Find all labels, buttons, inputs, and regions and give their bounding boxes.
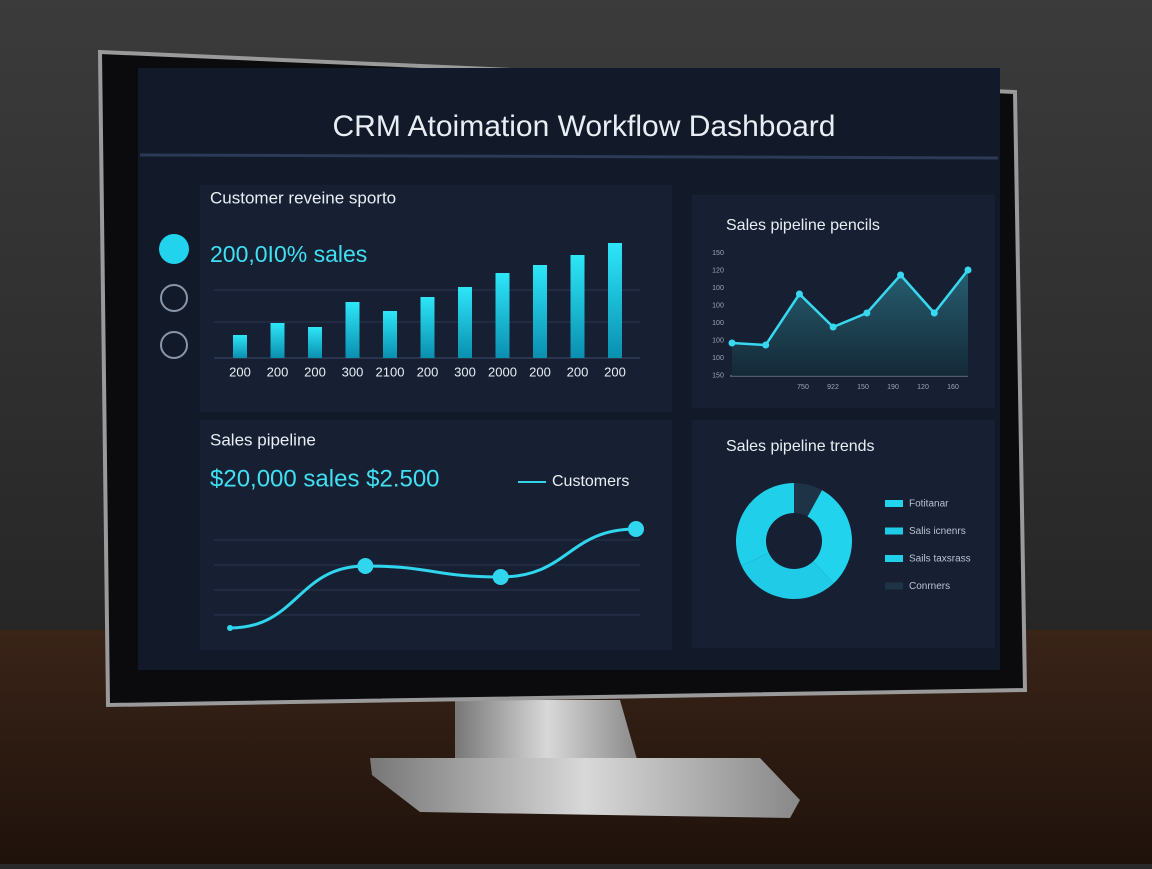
legend-swatch xyxy=(885,500,903,507)
nav-icon[interactable] xyxy=(160,331,188,359)
y-tick-label: 150 xyxy=(712,372,724,379)
x-tick-label: 200 xyxy=(304,364,326,379)
point xyxy=(829,323,837,331)
legend-label: Sails taxsrass xyxy=(909,554,971,565)
kpi: $20,000 sales $2.500 xyxy=(210,465,440,492)
bar xyxy=(495,273,510,358)
point xyxy=(728,339,736,347)
bar xyxy=(420,297,435,358)
y-tick-label: 150 xyxy=(712,250,724,257)
header-divider xyxy=(139,153,999,160)
line xyxy=(731,269,969,347)
legend-swatch xyxy=(885,582,903,590)
x-tick-label: 300 xyxy=(342,364,364,379)
point xyxy=(795,290,803,298)
point xyxy=(492,569,509,585)
panel xyxy=(200,185,672,412)
x-tick-label: 200 xyxy=(567,364,589,379)
kpi: 200,0I0% sales xyxy=(210,241,367,267)
bar xyxy=(570,255,585,358)
x-tick-label: 200 xyxy=(229,364,251,379)
x-tick-label: 200 xyxy=(417,364,439,379)
panel-title: Sales pipeline pencils xyxy=(726,217,880,234)
bar xyxy=(458,287,472,358)
point xyxy=(357,558,374,574)
x-tick-label: 150 xyxy=(857,384,869,391)
legend-label: Conrners xyxy=(909,581,950,592)
x-tick-label: 200 xyxy=(529,364,551,379)
point xyxy=(628,521,644,537)
x-tick-label: 200 xyxy=(604,364,626,379)
y-tick-label: 120 xyxy=(712,267,724,274)
point xyxy=(897,271,905,279)
donut-slice xyxy=(741,552,834,599)
dashboard-title: CRM Atoimation Workflow Dashboard xyxy=(333,110,836,143)
y-tick-label: 100 xyxy=(712,337,724,344)
x-tick-label: 200 xyxy=(267,364,289,379)
y-tick-label: 100 xyxy=(712,285,724,292)
y-tick-label: 100 xyxy=(712,355,724,362)
x-tick-label: 750 xyxy=(797,384,809,391)
x-tick-label: 300 xyxy=(454,364,476,379)
y-tick-label: 100 xyxy=(712,320,724,327)
point xyxy=(863,309,871,317)
point xyxy=(930,309,938,317)
y-tick-label: 100 xyxy=(712,302,724,309)
panel-title: Sales pipeline xyxy=(210,430,316,449)
bar xyxy=(383,311,397,358)
legend-swatch xyxy=(885,527,903,535)
legend-swatch xyxy=(885,555,903,562)
stand-base xyxy=(370,758,800,818)
panel-title: Sales pipeline trends xyxy=(726,438,875,455)
legend-label: Customers xyxy=(552,473,629,490)
legend-label: Salis icnenrs xyxy=(909,526,966,537)
point xyxy=(762,341,770,349)
panel-title: Customer reveine sporto xyxy=(210,188,396,207)
x-tick-label: 2100 xyxy=(376,364,405,379)
point xyxy=(227,625,233,631)
x-tick-label: 160 xyxy=(947,384,959,391)
donut-slice xyxy=(736,483,794,566)
point xyxy=(964,266,972,274)
bar xyxy=(345,302,360,358)
stand-neck xyxy=(455,700,640,770)
bar xyxy=(308,327,322,358)
line xyxy=(229,527,637,630)
donut-slice xyxy=(794,483,822,517)
bar xyxy=(533,265,547,358)
area xyxy=(732,270,968,376)
bar xyxy=(270,323,285,358)
x-tick-label: 2000 xyxy=(488,364,517,379)
bar xyxy=(233,335,247,358)
donut-slice xyxy=(807,490,852,584)
x-tick-label: 922 xyxy=(827,384,839,391)
bar xyxy=(608,243,622,358)
nav-icon[interactable] xyxy=(159,234,189,264)
legend-label: Fotitanar xyxy=(909,499,949,510)
x-tick-label: 190 xyxy=(887,384,899,391)
nav-icon[interactable] xyxy=(160,284,188,312)
x-tick-label: 120 xyxy=(917,384,929,391)
